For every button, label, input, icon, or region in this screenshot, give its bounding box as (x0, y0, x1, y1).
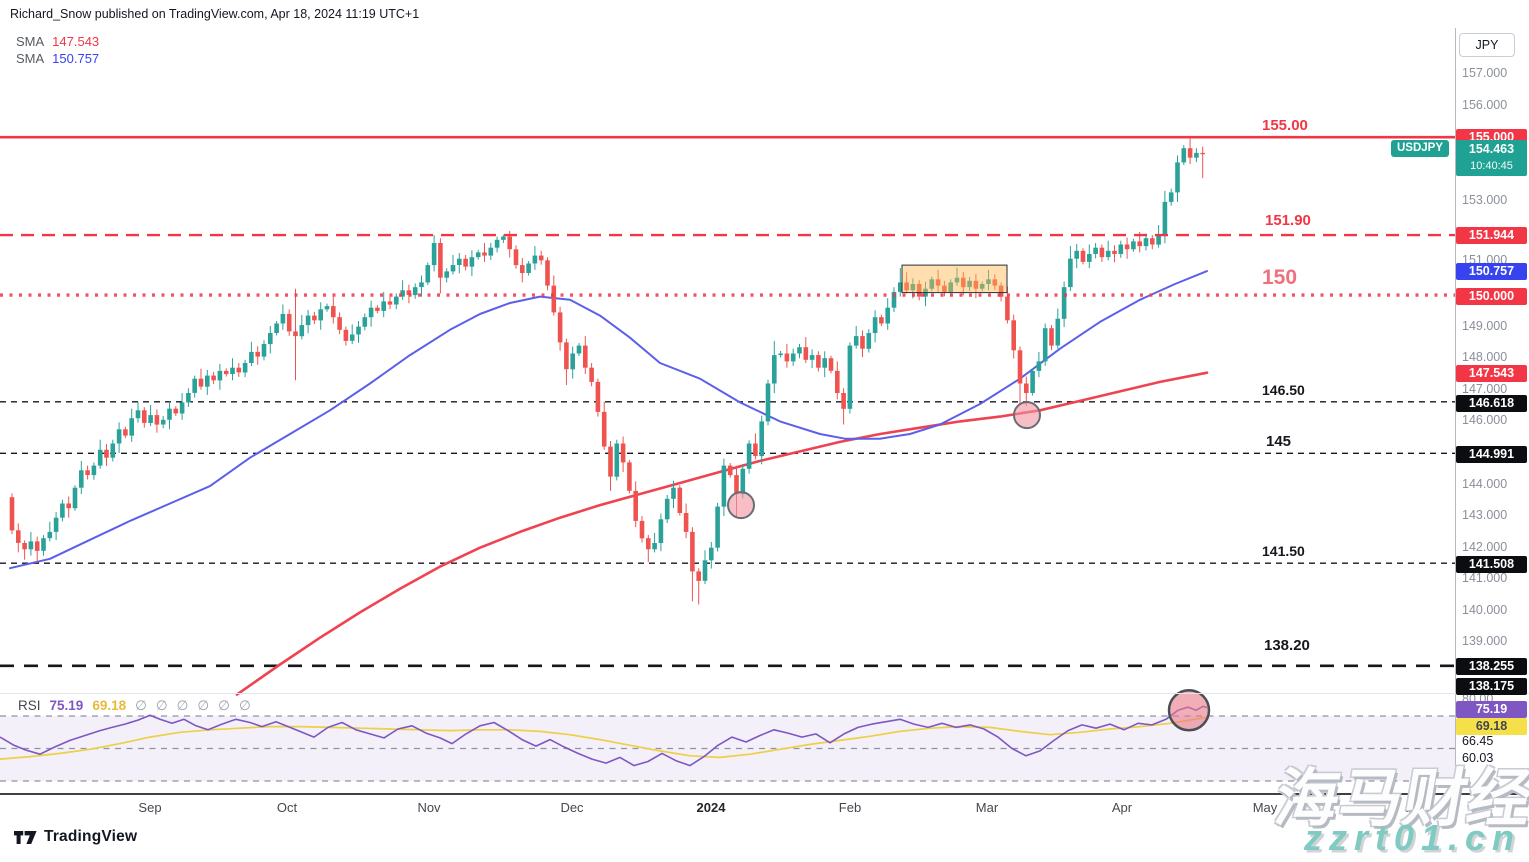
consolidation-highlight-box[interactable] (901, 264, 1008, 294)
price-badge-146.618: 146.618 (1456, 394, 1527, 412)
pane-divider (0, 693, 1529, 694)
tradingview-logo-text: TradingView (44, 828, 138, 845)
sma-slow-legend[interactable]: SMA 150.757 (16, 51, 99, 66)
level-label-155.00: 155.00 (1262, 117, 1308, 134)
annotation-circle-1[interactable] (727, 491, 755, 520)
tradingview-logo-icon (14, 830, 37, 844)
axis-tick-143.000: 143.000 (1462, 508, 1508, 522)
rsi-line[interactable] (0, 705, 1208, 767)
rsi-value-badge-RSI-based MA: 69.18 (1456, 717, 1527, 735)
rsi-legend-value: 75.19 (49, 698, 84, 713)
time-label-Apr: Apr (1111, 800, 1133, 815)
rsi-legend-empty-slot: ∅ (176, 698, 189, 713)
axis-tick-147.000: 147.000 (1462, 382, 1508, 396)
sma-fast-legend[interactable]: SMA 147.543 (16, 34, 99, 49)
time-label-Mar: Mar (975, 800, 999, 815)
rsi-ma-legend-value: 69.18 (92, 698, 127, 713)
price-badge-138.255: 138.255 (1456, 657, 1527, 675)
time-label-Jun: Jun (1404, 800, 1426, 815)
sma-slow-label: SMA (16, 51, 45, 66)
axis-tick-141.000: 141.000 (1462, 571, 1508, 585)
rsi-value-badge-RSI: 75.19 (1456, 700, 1527, 718)
rsi-legend-empty-slot: ∅ (135, 698, 147, 713)
rsi-legend[interactable]: RSI 75.19 69.18 ∅ ∅ ∅ ∅ ∅ ∅ (18, 698, 251, 714)
publish-byline: Richard_Snow published on TradingView.co… (10, 7, 420, 21)
axis-tick-148.000: 148.000 (1462, 350, 1508, 364)
time-label-2024: 2024 (696, 800, 726, 815)
time-label-May: May (1252, 800, 1278, 815)
price-badge-150.757: 150.757 (1456, 262, 1527, 280)
time-label-Oct: Oct (276, 800, 298, 815)
sma-fast-label: SMA (16, 34, 45, 49)
symbol-tag: USDJPY (1390, 140, 1449, 157)
rsi-legend-title: RSI (18, 698, 41, 713)
level-label-145: 145 (1266, 433, 1292, 450)
axis-tick-144.000: 144.000 (1462, 477, 1508, 491)
time-label-Feb: Feb (838, 800, 862, 815)
rsi-row-value-60.03: 60.03 (1462, 751, 1494, 765)
level-label-138.20: 138.20 (1264, 637, 1310, 654)
rsi-legend-empty-slot: ∅ (238, 698, 251, 713)
sma-fast-value: 147.543 (52, 34, 100, 49)
axis-tick-153.000: 153.000 (1462, 193, 1508, 207)
sma-200-line[interactable] (235, 371, 1209, 696)
level-label-146.50: 146.50 (1262, 382, 1305, 398)
watermark-url-text: zzrt01.cn (1303, 817, 1521, 858)
axis-tick-157.000: 157.000 (1462, 66, 1508, 80)
countdown-timer: 10:40:45 (1470, 160, 1513, 172)
price-badge-147.543: 147.543 (1456, 364, 1527, 382)
annotation-circle-2[interactable] (1013, 401, 1041, 430)
price-badge-141.508: 141.508 (1456, 555, 1527, 573)
rsi-legend-empty-slot: ∅ (218, 698, 230, 713)
currency-toggle-button[interactable]: JPY (1459, 33, 1515, 57)
rsi-legend-empty-slot: ∅ (197, 698, 210, 713)
axis-tick-156.000: 156.000 (1462, 98, 1508, 112)
price-axis-border (1455, 28, 1456, 793)
price-badge-144.991: 144.991 (1456, 445, 1527, 463)
level-label-150: 150 (1262, 266, 1298, 289)
sma-50-line[interactable] (9, 270, 1208, 570)
axis-tick-142.000: 142.000 (1462, 540, 1508, 554)
rsi-annotation-circle[interactable] (1167, 689, 1211, 732)
time-axis-border (0, 793, 1529, 795)
axis-tick-146.000: 146.000 (1462, 413, 1508, 427)
rsi-legend-empty-slot: ∅ (155, 698, 168, 713)
axis-tick-149.000: 149.000 (1462, 319, 1508, 333)
level-label-151.90: 151.90 (1265, 212, 1311, 229)
time-label-Nov: Nov (417, 800, 441, 815)
price-badge-151.944: 151.944 (1456, 226, 1527, 244)
axis-tick-139.000: 139.000 (1462, 634, 1508, 648)
sma-slow-value: 150.757 (52, 51, 100, 66)
rsi-row-value-66.45: 66.45 (1462, 734, 1494, 748)
last-price-value: 154.463 (1468, 142, 1515, 156)
price-badge-138.175: 138.175 (1456, 677, 1527, 695)
time-label-Dec: Dec (560, 800, 584, 815)
last-price-badge: 154.463 10:40:45 (1456, 140, 1527, 176)
axis-tick-140.000: 140.000 (1462, 603, 1508, 617)
tradingview-logo[interactable]: TradingView (14, 828, 137, 846)
time-label-Sep: Sep (138, 800, 162, 815)
level-label-141.50: 141.50 (1262, 543, 1305, 559)
rsi-ma-line[interactable] (0, 716, 1208, 760)
price-badge-150.000: 150.000 (1456, 287, 1527, 305)
